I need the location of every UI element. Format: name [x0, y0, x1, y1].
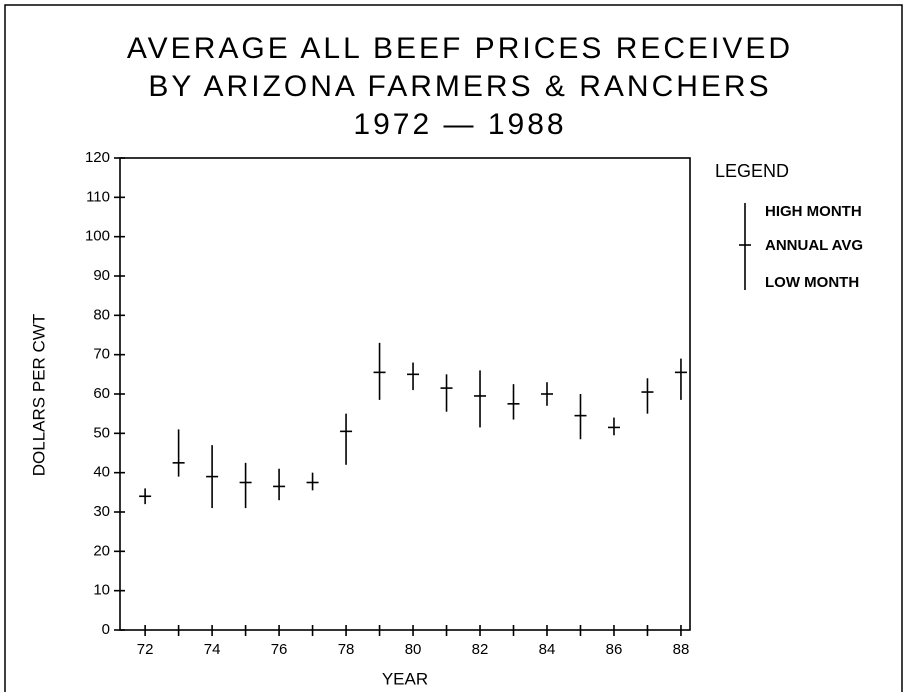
y-tick-label: 90 [93, 267, 110, 284]
y-tick-label: 0 [102, 621, 110, 638]
frame [4, 4, 903, 692]
y-tick-label: 70 [93, 346, 110, 363]
y-tick-label: 40 [93, 464, 110, 481]
chart-title: BY ARIZONA FARMERS & RANCHERS [148, 70, 771, 103]
x-tick-label: 74 [204, 641, 221, 658]
x-axis-label: YEAR [382, 669, 428, 688]
y-tick-label: 20 [93, 542, 110, 559]
legend-label: ANNUAL AVG [765, 237, 863, 254]
y-tick-label: 50 [93, 424, 110, 441]
y-tick-label: 10 [93, 582, 110, 599]
y-tick-label: 80 [93, 306, 110, 323]
y-tick-label: 110 [86, 188, 110, 205]
legend-label: HIGH MONTH [765, 203, 862, 220]
legend-title: LEGEND [715, 161, 789, 181]
chart-title: AVERAGE ALL BEEF PRICES RECEIVED [127, 32, 793, 65]
plot-area [119, 157, 691, 631]
x-tick-label: 88 [673, 641, 690, 658]
x-tick-label: 80 [405, 641, 422, 658]
chart-title: 1972 — 1988 [353, 108, 566, 141]
y-tick-label: 100 [85, 228, 110, 245]
y-tick-label: 60 [93, 385, 110, 402]
x-tick-label: 78 [338, 641, 355, 658]
x-tick-label: 72 [137, 641, 154, 658]
x-tick-label: 82 [472, 641, 489, 658]
x-tick-label: 84 [539, 641, 556, 658]
y-tick-label: 120 [85, 149, 110, 166]
y-tick-label: 30 [93, 503, 110, 520]
y-axis-label: DOLLARS PER CWT [29, 314, 48, 476]
x-tick-label: 86 [606, 641, 623, 658]
legend-label: LOW MONTH [765, 274, 859, 291]
x-tick-label: 76 [271, 641, 288, 658]
